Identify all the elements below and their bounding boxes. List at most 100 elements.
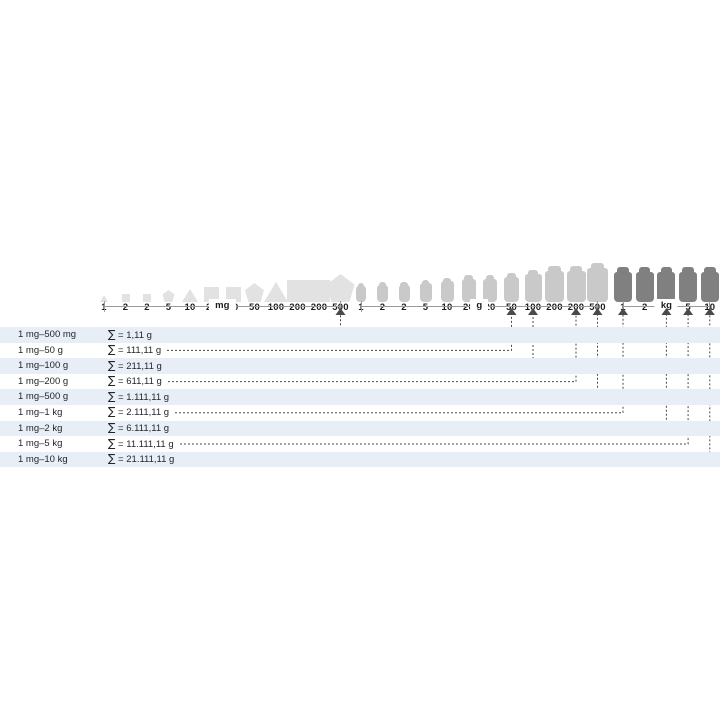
weight-column-g-2-1[interactable]: 2 <box>367 266 399 314</box>
weight-value-label: 5 <box>685 302 691 313</box>
square-weight-icon <box>308 280 330 302</box>
cylinder-weight-icon <box>657 267 676 302</box>
weight-column-mg-200-9[interactable]: 200 <box>282 266 314 314</box>
weight-value-label: 20 <box>463 302 474 313</box>
weight-column-g-20-5[interactable]: 20 <box>453 266 485 314</box>
weight-column-kg-5-3[interactable]: 5 <box>672 266 704 314</box>
weight-column-mg-1-0[interactable]: 1 <box>88 266 120 314</box>
triangle-weight-icon <box>264 282 288 302</box>
row-range-label: 1 mg–2 kg <box>18 422 63 434</box>
weight-column-g-10-4[interactable]: 10 <box>431 266 463 314</box>
weight-value-label: 1 <box>88 302 120 314</box>
table-row[interactable]: 1 mg–500 g ∑ = 1.111,11 g <box>0 389 720 405</box>
weight-column-g-5-3[interactable]: 5 <box>410 266 442 314</box>
row-sum-label: ∑ = 6.111,11 g <box>108 421 170 435</box>
bracket-tick-left <box>623 301 624 312</box>
weight-column-mg-50-7[interactable]: 50 <box>239 266 271 314</box>
weight-column-kg-2-1[interactable]: 2 <box>629 266 661 314</box>
square-weight-icon <box>121 294 130 302</box>
cylinder-weight-icon <box>504 273 519 302</box>
cylinder-weight-icon <box>483 275 497 302</box>
cylinder-weight-icon <box>461 275 476 302</box>
weight-value-label: 20 <box>484 302 496 313</box>
sigma-icon: ∑ <box>108 405 116 419</box>
cylinder-weight-icon <box>545 266 564 302</box>
combination-table: 1 mg–500 mg ∑ = 1,11 g 1 mg–50 g ∑ = 111,11… <box>0 327 720 468</box>
weight-column-g-20-6[interactable]: 20 <box>474 266 506 314</box>
weight-value-label: 2 <box>122 302 129 313</box>
triangle-weight-icon <box>182 289 198 302</box>
weight-column-g-200-10[interactable]: 200 <box>560 266 592 314</box>
table-row[interactable]: 1 mg–100 g ∑ = 211,11 g <box>0 358 720 374</box>
table-row[interactable]: 1 mg–200 g ∑ = 611,11 g <box>0 374 720 390</box>
bracket-tick-right <box>596 301 598 312</box>
row-sum-label: ∑ = 111,11 g <box>108 343 162 357</box>
weight-value-label: 2 <box>401 302 407 313</box>
square-weight-icon <box>143 294 151 302</box>
row-range-label: 1 mg–50 g <box>18 344 63 356</box>
cylinder-weight-icon <box>524 269 542 302</box>
row-range-label: 1 mg–500 g <box>18 391 69 403</box>
table-row[interactable]: 1 mg–10 kg ∑ = 21.111,11 g <box>0 451 720 468</box>
weight-column-g-100-8[interactable]: 100 <box>517 266 549 314</box>
bracket-tick-right <box>708 301 710 312</box>
weight-column-kg-1-0[interactable]: 1 <box>607 266 639 314</box>
weight-value-label: 1 <box>607 302 639 314</box>
table-row[interactable]: 1 mg–50 g ∑ = 111,11 g <box>0 343 720 359</box>
table-row[interactable]: 1 mg–1 kg ∑ = 2.111,11 g <box>0 405 720 421</box>
weight-value-label: 50 <box>249 302 260 313</box>
square-weight-icon <box>204 287 219 302</box>
cylinder-weight-icon <box>700 267 719 302</box>
row-range-label: 1 mg–200 g <box>18 375 69 387</box>
weight-column-mg-10-4[interactable]: 10 <box>174 266 206 314</box>
square-weight-icon <box>225 287 241 302</box>
sigma-icon: ∑ <box>108 374 116 388</box>
weight-column-g-2-2[interactable]: 2 <box>388 266 420 314</box>
row-range-label: 1 mg–500 mg <box>18 329 77 340</box>
sigma-icon: ∑ <box>108 358 116 372</box>
row-range-label: 1 mg–100 g <box>18 360 69 372</box>
sigma-icon: ∑ <box>108 452 116 466</box>
unit-bracket-mg: mg <box>104 299 341 314</box>
cylinder-weight-icon <box>356 283 366 302</box>
weight-value-label: 10 <box>184 302 196 313</box>
pentagon-weight-icon <box>245 283 264 302</box>
cylinder-weight-icon <box>635 267 654 302</box>
weight-value-label: 50 <box>506 302 517 313</box>
row-range-label: 1 mg–10 kg <box>18 453 68 465</box>
weight-value-label: 200 <box>310 302 328 313</box>
table-row[interactable]: 1 mg–2 kg ∑ = 6.111,11 g <box>0 420 720 437</box>
weight-value-label: 5 <box>422 302 429 313</box>
weight-value-label: 200 <box>289 302 306 313</box>
weight-value-label: 100 <box>267 302 285 313</box>
row-sum-label: ∑ = 11.111,11 g <box>108 436 174 450</box>
sigma-icon: ∑ <box>108 421 116 435</box>
cylinder-weight-icon <box>419 279 432 302</box>
unit-bracket-g: g <box>361 299 598 314</box>
table-row[interactable]: 1 mg–500 mg ∑ = 1,11 g <box>0 327 720 343</box>
weight-column-mg-100-8[interactable]: 100 <box>260 266 292 314</box>
cylinder-weight-icon <box>398 282 410 302</box>
cylinder-weight-icon <box>377 282 388 302</box>
weights-strip: 122510202050100200200500mg12251020205010… <box>0 244 720 314</box>
bracket-tick-right <box>339 301 341 312</box>
cylinder-weight-icon <box>440 277 454 302</box>
weight-column-mg-5-3[interactable]: 5 <box>153 266 185 314</box>
square-weight-icon <box>286 280 309 302</box>
weight-column-mg-2-1[interactable]: 2 <box>110 266 142 314</box>
weight-column-g-1-0[interactable]: 1 <box>345 266 377 314</box>
weight-column-mg-200-10[interactable]: 200 <box>303 266 335 314</box>
table-row[interactable]: 1 mg–5 kg ∑ = 11.111,11 g <box>0 436 720 452</box>
triangle-weight-icon <box>100 295 108 302</box>
weight-value-label: 1 <box>345 302 377 314</box>
weight-column-mg-2-2[interactable]: 2 <box>131 266 163 314</box>
sigma-icon: ∑ <box>108 327 116 341</box>
weight-column-g-200-9[interactable]: 200 <box>539 266 571 314</box>
row-sum-label: ∑ = 1,11 g <box>108 327 152 341</box>
weight-value-label: 100 <box>524 302 542 313</box>
weight-value-label: 2 <box>641 302 648 313</box>
cylinder-weight-icon <box>587 262 608 302</box>
unit-label-mg: mg <box>209 299 236 312</box>
weight-column-g-50-7[interactable]: 50 <box>496 266 528 314</box>
